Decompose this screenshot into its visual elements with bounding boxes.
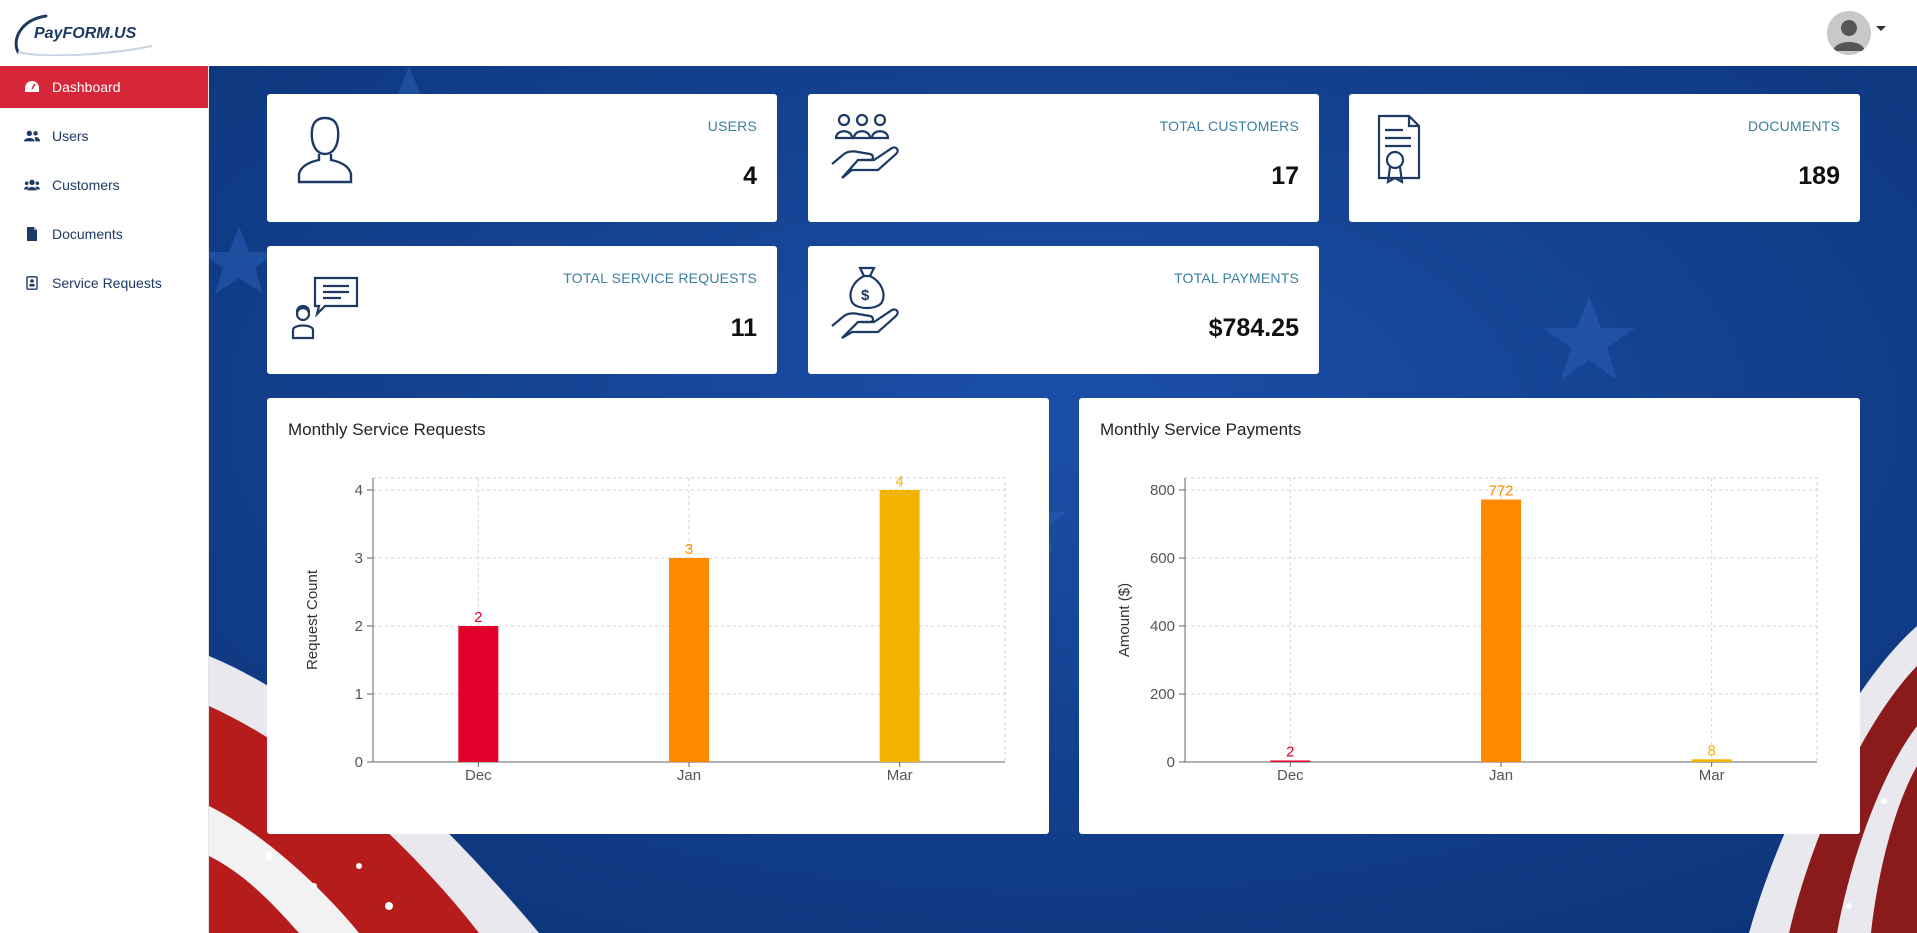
users-stat-card[interactable]: USERS 4 bbox=[267, 94, 777, 222]
y-tick-label: 0 bbox=[1167, 754, 1175, 771]
data-label: 3 bbox=[685, 541, 693, 558]
service-requests-stat-card[interactable]: TOTAL SERVICE REQUESTS 11 bbox=[267, 246, 777, 374]
sidebar-item-label: Users bbox=[52, 128, 89, 144]
y-tick-label: 0 bbox=[355, 754, 363, 771]
y-tick-label: 600 bbox=[1150, 550, 1175, 567]
sidebar-item-label: Documents bbox=[52, 226, 123, 242]
service-request-icon bbox=[24, 276, 40, 290]
y-axis-label: Amount ($) bbox=[1116, 583, 1133, 657]
chart-title: Monthly Service Payments bbox=[1100, 420, 1302, 439]
payform-logo[interactable]: PayFORM.US bbox=[12, 12, 162, 57]
service-requests-stat-label: TOTAL SERVICE REQUESTS bbox=[563, 270, 757, 286]
data-label: 2 bbox=[474, 609, 482, 626]
chevron-down-icon[interactable] bbox=[1876, 26, 1886, 31]
bar[interactable] bbox=[1270, 760, 1311, 763]
data-label: 772 bbox=[1488, 483, 1513, 500]
documents-stat-card[interactable]: DOCUMENTS 189 bbox=[1349, 94, 1860, 222]
money-bag-hand-icon: $ bbox=[830, 264, 902, 340]
users-stat-value: 4 bbox=[743, 162, 757, 190]
sidebar: Dashboard Users Customers Documents Serv… bbox=[0, 66, 209, 933]
sidebar-item-label: Dashboard bbox=[52, 79, 121, 95]
sidebar-item-dashboard[interactable]: Dashboard bbox=[0, 66, 208, 108]
document-icon bbox=[24, 227, 40, 241]
top-bar: PayFORM.US bbox=[0, 0, 1917, 66]
y-tick-label: 200 bbox=[1150, 686, 1175, 703]
customers-icon bbox=[24, 178, 40, 192]
user-avatar-icon[interactable] bbox=[1827, 11, 1871, 55]
monthly-service-requests-chart: 0 1 2 3 4 2 Dec 3 Jan 4 Mar Request Count bbox=[304, 473, 1006, 784]
bar[interactable] bbox=[879, 490, 920, 762]
sidebar-item-documents[interactable]: Documents bbox=[0, 213, 208, 255]
y-tick-label: 2 bbox=[355, 618, 363, 635]
user-outline-icon bbox=[289, 112, 361, 188]
y-tick-label: 800 bbox=[1150, 482, 1175, 499]
y-axis-label: Request Count bbox=[304, 569, 321, 670]
sidebar-item-label: Customers bbox=[52, 177, 120, 193]
bar[interactable] bbox=[1481, 499, 1521, 762]
monthly-service-payments-chart: 0 200 400 600 800 2 Dec 772 Jan 8 Mar Amount ($) bbox=[1116, 477, 1818, 784]
service-requests-stat-value: 11 bbox=[730, 314, 757, 342]
x-tick-label: Dec bbox=[1277, 767, 1304, 784]
y-tick-label: 1 bbox=[355, 686, 363, 703]
y-tick-label: 400 bbox=[1150, 618, 1175, 635]
x-tick-label: Jan bbox=[677, 767, 701, 784]
sidebar-item-customers[interactable]: Customers bbox=[0, 164, 208, 206]
x-tick-label: Mar bbox=[1699, 767, 1725, 784]
customers-stat-value: 17 bbox=[1271, 162, 1299, 190]
customers-stat-card[interactable]: TOTAL CUSTOMERS 17 bbox=[808, 94, 1319, 222]
bar[interactable] bbox=[458, 626, 499, 762]
users-stat-label: USERS bbox=[707, 118, 757, 134]
payments-stat-value: $784.25 bbox=[1208, 314, 1299, 342]
x-tick-label: Mar bbox=[887, 767, 913, 784]
logo-text: PayFORM.US bbox=[34, 25, 137, 42]
customers-stat-label: TOTAL CUSTOMERS bbox=[1159, 118, 1299, 134]
bar[interactable] bbox=[1691, 759, 1732, 762]
main-content: USERS 4 TOTAL CUSTOMERS 17 DOCUMENTS bbox=[209, 66, 1917, 933]
payments-stat-card[interactable]: $ TOTAL PAYMENTS $784.25 bbox=[808, 246, 1319, 374]
sidebar-item-label: Service Requests bbox=[52, 275, 162, 291]
y-tick-label: 3 bbox=[355, 550, 363, 567]
y-tick-label: 4 bbox=[355, 482, 363, 499]
data-label: 2 bbox=[1286, 744, 1294, 761]
certificate-document-icon bbox=[1371, 112, 1443, 188]
data-label: 4 bbox=[895, 473, 903, 490]
data-label: 8 bbox=[1707, 742, 1715, 759]
dashboard-gauge-icon bbox=[24, 80, 40, 94]
users-icon bbox=[24, 129, 40, 143]
x-tick-label: Dec bbox=[465, 767, 492, 784]
sidebar-item-users[interactable]: Users bbox=[0, 115, 208, 157]
monthly-service-requests-card: Monthly Service Requests 0 1 2 3 4 2 Dec 3 Jan 4 M… bbox=[267, 398, 1049, 834]
monthly-service-payments-card: Monthly Service Payments 0 200 400 600 800 2 D… bbox=[1079, 398, 1860, 834]
x-tick-label: Jan bbox=[1489, 767, 1513, 784]
documents-stat-value: 189 bbox=[1798, 162, 1840, 190]
payments-stat-label: TOTAL PAYMENTS bbox=[1174, 270, 1299, 286]
sidebar-item-service-requests[interactable]: Service Requests bbox=[0, 262, 208, 304]
customers-hand-icon bbox=[830, 112, 902, 188]
documents-stat-label: DOCUMENTS bbox=[1747, 118, 1840, 134]
support-chat-icon bbox=[289, 264, 361, 340]
chart-title: Monthly Service Requests bbox=[288, 420, 486, 439]
svg-text:$: $ bbox=[861, 287, 870, 304]
bar[interactable] bbox=[669, 558, 709, 762]
